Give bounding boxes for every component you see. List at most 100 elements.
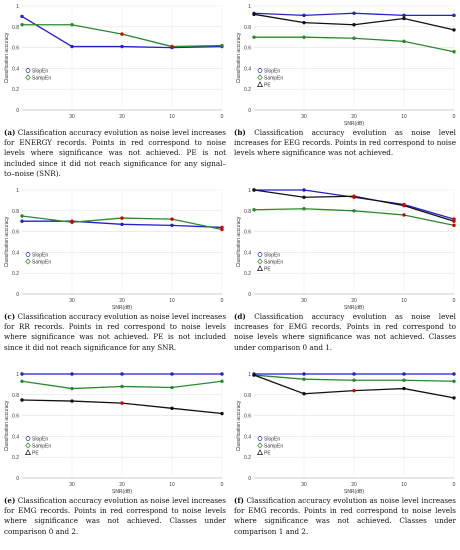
data-point-slopen [402, 372, 406, 376]
data-point-pe [402, 203, 406, 208]
x-tick-label: 10 [401, 482, 407, 488]
data-point-sampen [302, 35, 306, 39]
data-point-pe [352, 23, 356, 27]
legend-label: SlopEn [264, 69, 280, 75]
y-tick-label: 1 [16, 188, 19, 194]
data-point-sampen [402, 378, 406, 382]
y-tick-label: 0 [248, 476, 251, 482]
y-axis-label: Classification accuracy [4, 32, 10, 83]
y-tick-label: 0.2 [12, 87, 19, 93]
x-tick-label: 20 [119, 114, 125, 120]
caption-b-tag: (b) [234, 128, 246, 137]
legend-label: SampEn [32, 260, 51, 266]
y-tick-label: 0 [248, 108, 251, 114]
caption-b: (b) Classification accuracy evolution as… [234, 128, 456, 159]
caption-f: (f) Classification accuracy evolution as… [234, 496, 456, 537]
data-point-slopen [20, 219, 24, 223]
data-point-slopen [170, 223, 174, 228]
x-axis-label: SNR(dB) [112, 489, 132, 495]
legend-marker [257, 436, 263, 441]
data-point-pe [20, 398, 24, 402]
y-tick-label: 0.8 [12, 393, 19, 399]
x-tick-label: 10 [401, 298, 407, 304]
data-point-sampen [302, 377, 306, 381]
data-point-sampen [220, 43, 224, 48]
x-tick-label: 30 [69, 114, 75, 120]
y-tick-label: 0.4 [244, 250, 251, 256]
y-tick-label: 0 [16, 292, 19, 298]
legend-marker [257, 442, 263, 449]
legend-marker [25, 436, 31, 441]
legend-label: SlopEn [32, 69, 48, 75]
data-point-pe [452, 396, 456, 400]
y-axis-label: Classification accuracy [236, 216, 242, 267]
legend-label: PE [264, 267, 271, 273]
data-point-slopen [120, 372, 124, 376]
caption-a-text: Classification accuracy evolution as noi… [4, 128, 226, 178]
data-point-sampen [452, 223, 456, 228]
chart-c: 0 0.2 0.4 0.6 0.8 1 30 20 10 0 Classification accu… [4, 188, 224, 311]
data-point-slopen [452, 13, 456, 18]
data-point-pe [402, 386, 406, 391]
legend-marker [257, 252, 263, 257]
y-axis-label: Classification accuracy [236, 32, 242, 83]
legend-marker [25, 442, 31, 449]
caption-c-tag: (c) [4, 312, 16, 321]
chart-d: 0 0.2 0.4 0.6 0.8 1 30 20 10 0 Classification accu… [236, 188, 456, 311]
legend-marker [25, 68, 31, 73]
legend-label: SampEn [264, 260, 283, 266]
legend-marker [257, 74, 263, 81]
panel-c: 0 0.2 0.4 0.6 0.8 1 30 20 10 0 Classification accu… [0, 184, 228, 368]
caption-f-text: Classification accuracy evolution as noi… [234, 496, 456, 536]
y-tick-label: 0.6 [12, 46, 19, 52]
data-point-sampen [302, 207, 306, 211]
y-tick-label: 1 [16, 372, 19, 378]
y-tick-label: 0.8 [12, 209, 19, 215]
caption-e: (e) Classification accuracy evolution as… [4, 496, 226, 537]
data-point-slopen [352, 11, 356, 15]
x-tick-label: 10 [169, 114, 175, 120]
y-tick-label: 1 [248, 188, 251, 194]
data-point-pe [120, 401, 124, 405]
caption-c-text: Classification accuracy evolution as noi… [4, 312, 227, 352]
data-point-slopen [70, 372, 74, 376]
legend-label: PE [264, 83, 271, 89]
y-axis-label: Classification accuracy [236, 400, 242, 451]
data-point-slopen [20, 14, 24, 19]
data-point-sampen [402, 39, 406, 44]
y-axis-label: Classification accuracy [4, 216, 10, 267]
x-tick-label: 30 [69, 298, 75, 304]
data-point-pe [302, 20, 306, 25]
data-point-sampen [70, 23, 74, 27]
x-axis-label: SNR(dB) [344, 305, 364, 311]
y-tick-label: 0.6 [12, 230, 19, 236]
data-point-slopen [120, 222, 124, 227]
data-point-sampen [70, 220, 74, 224]
data-point-slopen [220, 372, 224, 376]
data-point-sampen [20, 214, 24, 218]
data-point-pe [252, 373, 256, 377]
chart-b: 0 0.2 0.4 0.6 0.8 1 30 20 10 0 Classification accu… [236, 4, 456, 127]
y-tick-label: 0.2 [12, 271, 19, 277]
data-point-sampen [452, 379, 456, 383]
y-tick-label: 1 [248, 372, 251, 378]
panel-a: 0 0.2 0.4 0.6 0.8 1 30 20 10 0 Classification accu… [0, 0, 228, 184]
x-tick-label: 0 [453, 298, 456, 304]
legend-label: SlopEn [32, 437, 48, 443]
caption-d-text: Classification accuracy evolution as noi… [234, 312, 456, 352]
chart-a: 0 0.2 0.4 0.6 0.8 1 30 20 10 0 Classification accu… [4, 4, 224, 120]
y-tick-label: 0 [248, 292, 251, 298]
data-point-sampen [170, 385, 174, 390]
legend-label: PE [32, 451, 39, 457]
x-tick-label: 20 [351, 482, 357, 488]
x-tick-label: 10 [401, 114, 407, 120]
x-axis-label: SNR(dB) [344, 489, 364, 495]
x-tick-label: 0 [221, 114, 224, 120]
data-point-sampen [252, 208, 256, 212]
data-point-slopen [70, 44, 74, 49]
legend-marker [257, 81, 263, 87]
panel-f: 0 0.2 0.4 0.6 0.8 1 30 20 10 0 Classification accu… [232, 368, 460, 550]
chart-f: 0 0.2 0.4 0.6 0.8 1 30 20 10 0 Classification accu… [236, 372, 456, 495]
data-point-sampen [20, 23, 24, 27]
legend-label: SampEn [32, 76, 51, 82]
